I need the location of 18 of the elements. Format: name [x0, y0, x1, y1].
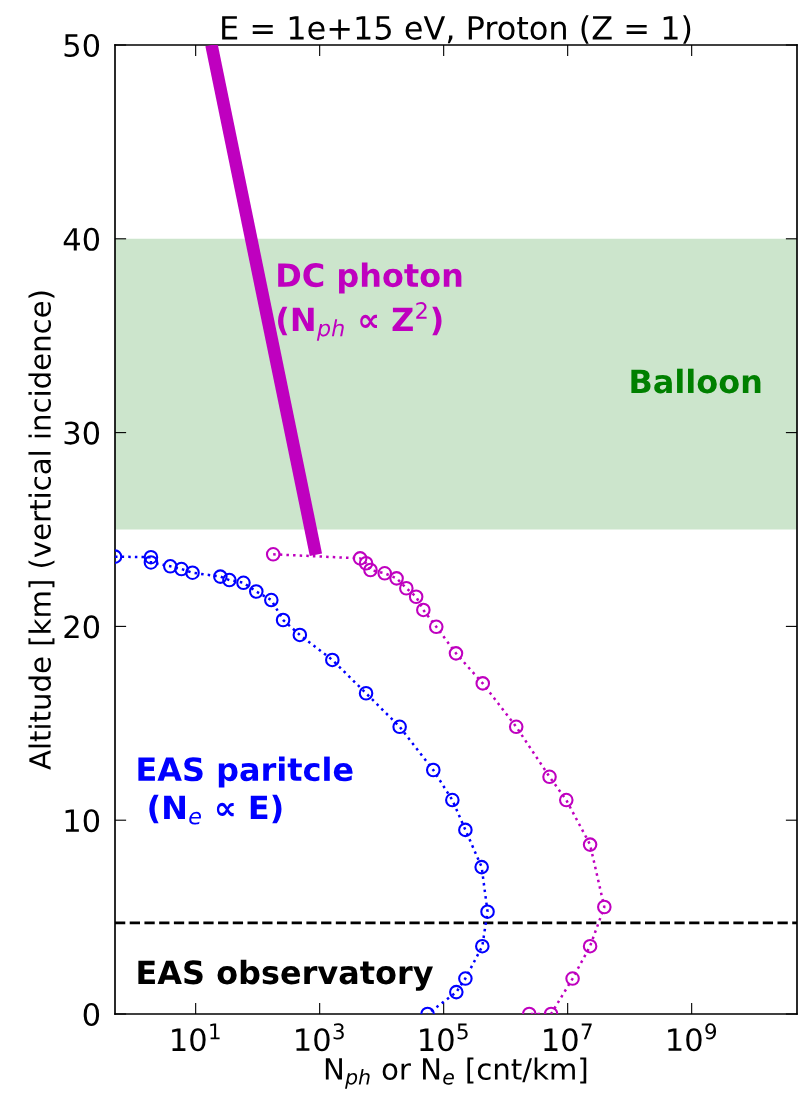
x-tick-label: 10$^{5}$ [420, 1023, 468, 1052]
x-tick-label: 10$^{1}$ [172, 1023, 220, 1052]
band-label: Balloon [631, 368, 761, 394]
y-tick-label: 20 [64, 615, 100, 639]
series-label: EAS paritcle (N$_{e}$ ∝ E) [138, 756, 353, 825]
series-label: DC photon (N$_{ph}$ ∝ Z$^{2}$) [278, 262, 462, 341]
ref-line-label: EAS observatory [138, 959, 433, 991]
y-tick-label: 30 [64, 421, 100, 445]
chart-title: E = 1e+15 eV, Proton (Z = 1) [222, 15, 691, 44]
x-tick-label: 10$^{3}$ [296, 1023, 344, 1052]
y-axis-title: Altitude [km] (vertical incidence) [28, 291, 55, 770]
x-tick-label: 10$^{7}$ [544, 1023, 592, 1052]
y-tick-label: 0 [83, 1002, 100, 1027]
x-axis-title: N$_{ph}$ or N$_{e}$ [cnt/km] [325, 1057, 587, 1089]
x-tick-label: 10$^{9}$ [668, 1023, 717, 1052]
y-tick-label: 10 [65, 809, 100, 833]
y-tick-label: 40 [63, 227, 100, 251]
y-tick-label: 50 [64, 33, 100, 58]
